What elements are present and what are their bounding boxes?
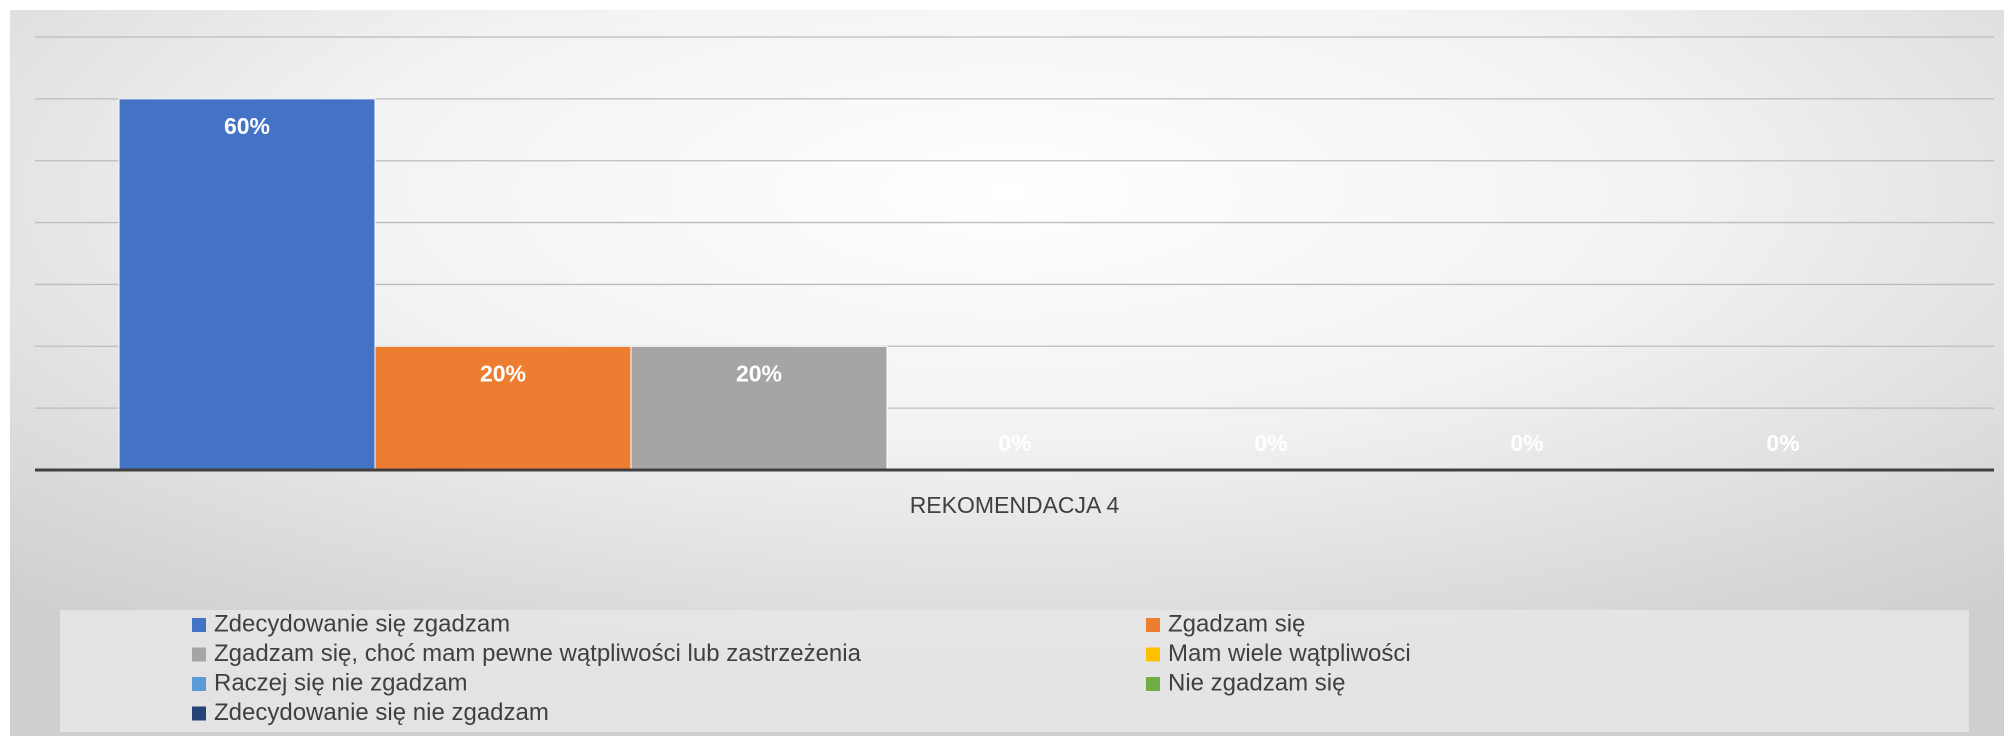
data-label: 20% [736, 360, 782, 386]
legend-label: Zgadzam się, choć mam pewne wątpliwości … [214, 640, 862, 667]
bar [118, 98, 376, 471]
legend-marker [192, 647, 206, 662]
legend-label: Zdecydowanie się zgadzam [214, 610, 510, 637]
legend-marker [192, 677, 206, 691]
legend-box [60, 610, 1969, 732]
legend-marker [192, 706, 206, 721]
legend-marker [1146, 647, 1160, 662]
legend-label: Raczej się nie zgadzam [214, 669, 467, 696]
legend-marker [192, 618, 206, 632]
data-label: 0% [998, 430, 1031, 456]
data-label: 0% [1766, 430, 1799, 456]
legend-label: Nie zgadzam się [1168, 669, 1345, 696]
data-label: 0% [1254, 430, 1287, 456]
legend-label: Zgadzam się [1168, 610, 1305, 637]
legend-label: Zdecydowanie się nie zgadzam [214, 699, 549, 726]
data-label: 20% [480, 360, 526, 386]
x-tick-label: REKOMENDACJA 4 [910, 492, 1120, 518]
bar [374, 345, 632, 471]
bar [630, 345, 888, 471]
data-label: 0% [1510, 430, 1543, 456]
legend-label: Mam wiele wątpliwości [1168, 640, 1411, 667]
legend-marker [1146, 677, 1160, 691]
data-label: 60% [224, 113, 270, 139]
legend-marker [1146, 618, 1160, 632]
